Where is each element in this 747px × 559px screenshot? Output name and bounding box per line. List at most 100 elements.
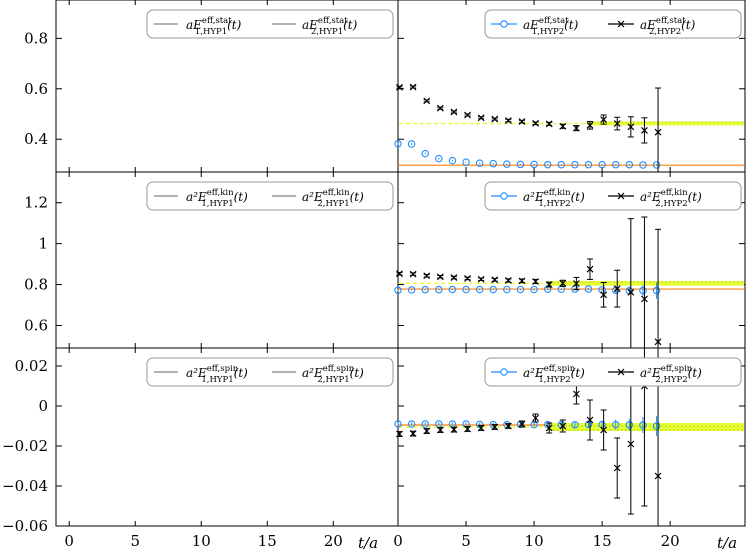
legend-right-label1-spin: a²Eeff,spin 1,HYP2(t) [523, 364, 585, 385]
legend-right-marker1-kin [500, 192, 508, 200]
legend-left-spin: a²Eeff,spin 1,HYP1(t) a²Eeff,spin 2,HYP1(t) [146, 357, 394, 387]
series1-point-spin-6 [475, 420, 484, 429]
series2-point-stat-2 [423, 97, 431, 105]
series2-point-kin-15 [600, 291, 608, 299]
series1-point-stat-10 [530, 160, 538, 169]
series2-point-stat-17 [627, 123, 635, 131]
x-axis-label-right: t/a [717, 534, 737, 552]
series2-point-kin-5 [464, 274, 471, 282]
series2-point-stat-5 [464, 111, 471, 119]
legend-left-label2-spin: a²Eeff,spin 2,HYP1(t) [302, 364, 364, 385]
series1-point-stat-7 [489, 159, 498, 168]
series2-point-spin-14 [586, 416, 594, 424]
series1-point-spin-19 [652, 422, 661, 430]
legend-right-kin: a²Eeff,kin 1,HYP2(t) a²Eeff,kin 2,HYP2(t) [484, 181, 742, 211]
ytick-label-kin-2: 1 [38, 235, 48, 253]
legend-right-label2-stat: aEeff,stat 2,HYP2(t) [640, 16, 696, 37]
series2-point-spin-7 [491, 423, 499, 431]
series2-point-kin-12 [559, 279, 567, 287]
series1-point-stat-0 [394, 140, 402, 148]
series2-point-stat-7 [491, 115, 499, 123]
frame-right-spin [397, 347, 746, 527]
legend-right-label1-stat: aEeff,stat 1,HYP2(t) [523, 16, 579, 37]
series2-point-spin-15 [600, 426, 608, 434]
series2-point-kin-6 [477, 275, 485, 283]
ytick-label-spin-1: −0.04 [2, 477, 48, 495]
series2-point-kin-2 [423, 272, 431, 280]
series1-point-kin-3 [435, 285, 443, 294]
series1-point-stat-6 [475, 159, 484, 167]
series2-point-stat-18 [641, 126, 648, 134]
legend-left-kin: a²Eeff,kin 1,HYP1(t) a²Eeff,kin 2,HYP1(t) [146, 181, 394, 211]
series1-point-stat-3 [435, 154, 443, 163]
series1-point-kin-6 [475, 285, 484, 294]
series2-point-kin-19 [654, 338, 662, 346]
x-axis-label-left: t/a [358, 534, 378, 552]
legend-left-label2-kin: a²Eeff,kin 2,HYP1(t) [302, 188, 364, 209]
series2-point-kin-1 [409, 270, 417, 278]
series1-point-kin-18 [639, 286, 647, 295]
series1-point-kin-4 [448, 285, 457, 294]
legend-right-marker2-stat [617, 20, 625, 28]
xtick-label-left-4: 20 [324, 532, 343, 550]
ytick-label-kin-0: 0.6 [24, 316, 48, 334]
legend-right-stat: aEeff,stat 1,HYP2(t) aEeff,stat 2,HYP2(t) [484, 9, 742, 39]
series2-point-stat-10 [532, 119, 540, 127]
legend-left-label1-stat: aEeff,stat 1,HYP1(t) [186, 16, 242, 37]
fit2-band-stat [588, 121, 744, 126]
series1-point-kin-1 [407, 286, 416, 294]
legend-right-marker1-stat [500, 20, 508, 28]
series1-point-spin-1 [407, 420, 416, 428]
series1-point-stat-1 [407, 140, 416, 148]
series2-point-spin-1 [409, 430, 417, 438]
series2-point-spin-13 [572, 390, 580, 398]
legend-left-stat: aEeff,stat 1,HYP1(t) aEeff,stat 2,HYP1(t) [146, 9, 394, 39]
series2-point-kin-8 [504, 277, 512, 284]
series2-point-kin-9 [518, 277, 526, 285]
legend-right-marker2-spin [617, 368, 625, 376]
ytick-label-spin-4: 0.02 [15, 357, 48, 375]
series2-point-kin-13 [572, 280, 580, 287]
x-axis: t/a t/a 0 0 5 5 10 10 15 15 20 20 [64, 532, 737, 552]
series1-point-kin-14 [584, 285, 593, 293]
legend-left-label1-kin: a²Eeff,kin 1,HYP1(t) [186, 188, 248, 209]
series2-point-stat-3 [436, 104, 444, 112]
series2-point-stat-8 [504, 117, 512, 124]
series2-point-stat-14 [586, 121, 594, 129]
panel-row-spin: −0.06 −0.04 −0.02 0 0.02 a²Eeff,spin 1,HYP1(t)… [2, 347, 746, 535]
ytick-label-spin-0: −0.06 [2, 517, 48, 535]
series1-point-stat-13 [571, 160, 579, 169]
series2-point-kin-14 [586, 265, 594, 273]
series1-point-spin-16 [611, 420, 620, 429]
xtick-label-right-0: 0 [393, 532, 403, 550]
series1-point-spin-10 [530, 420, 538, 429]
series2-point-stat-13 [572, 124, 580, 132]
xtick-label-left-3: 15 [258, 532, 277, 550]
series2-point-spin-19 [654, 472, 662, 480]
series1-point-stat-11 [543, 160, 552, 169]
legend-left-label1-spin: a²Eeff,spin 1,HYP1(t) [186, 364, 248, 385]
series1-point-spin-11 [543, 420, 552, 429]
series2-point-stat-4 [450, 108, 458, 116]
series2-point-stat-19 [654, 128, 662, 136]
legend-right-label2-kin: a²Eeff,kin 2,HYP2(t) [640, 188, 702, 209]
series2-point-kin-3 [436, 273, 444, 281]
series2-point-spin-3 [436, 426, 444, 434]
series1-point-stat-14 [584, 160, 593, 169]
legend-right-label2-spin: a²Eeff,spin 2,HYP2(t) [640, 364, 702, 385]
xtick-label-left-2: 10 [192, 532, 211, 550]
ytick-label-kin-3: 1.2 [24, 194, 48, 212]
series1-point-stat-15 [598, 160, 606, 169]
series1-point-spin-17 [625, 421, 634, 429]
series2-point-spin-12 [559, 422, 567, 430]
series2-point-spin-4 [450, 426, 458, 434]
series1-point-stat-17 [625, 160, 634, 169]
series2-point-kin-16 [613, 285, 621, 293]
series2-point-kin-17 [627, 288, 635, 296]
xtick-label-right-2: 10 [525, 532, 544, 550]
fit2-band-kin [547, 281, 744, 286]
series2-point-stat-9 [518, 118, 526, 125]
series2-point-spin-2 [423, 427, 431, 435]
series1-point-stat-18 [639, 161, 647, 169]
series1-point-stat-2 [421, 149, 429, 158]
